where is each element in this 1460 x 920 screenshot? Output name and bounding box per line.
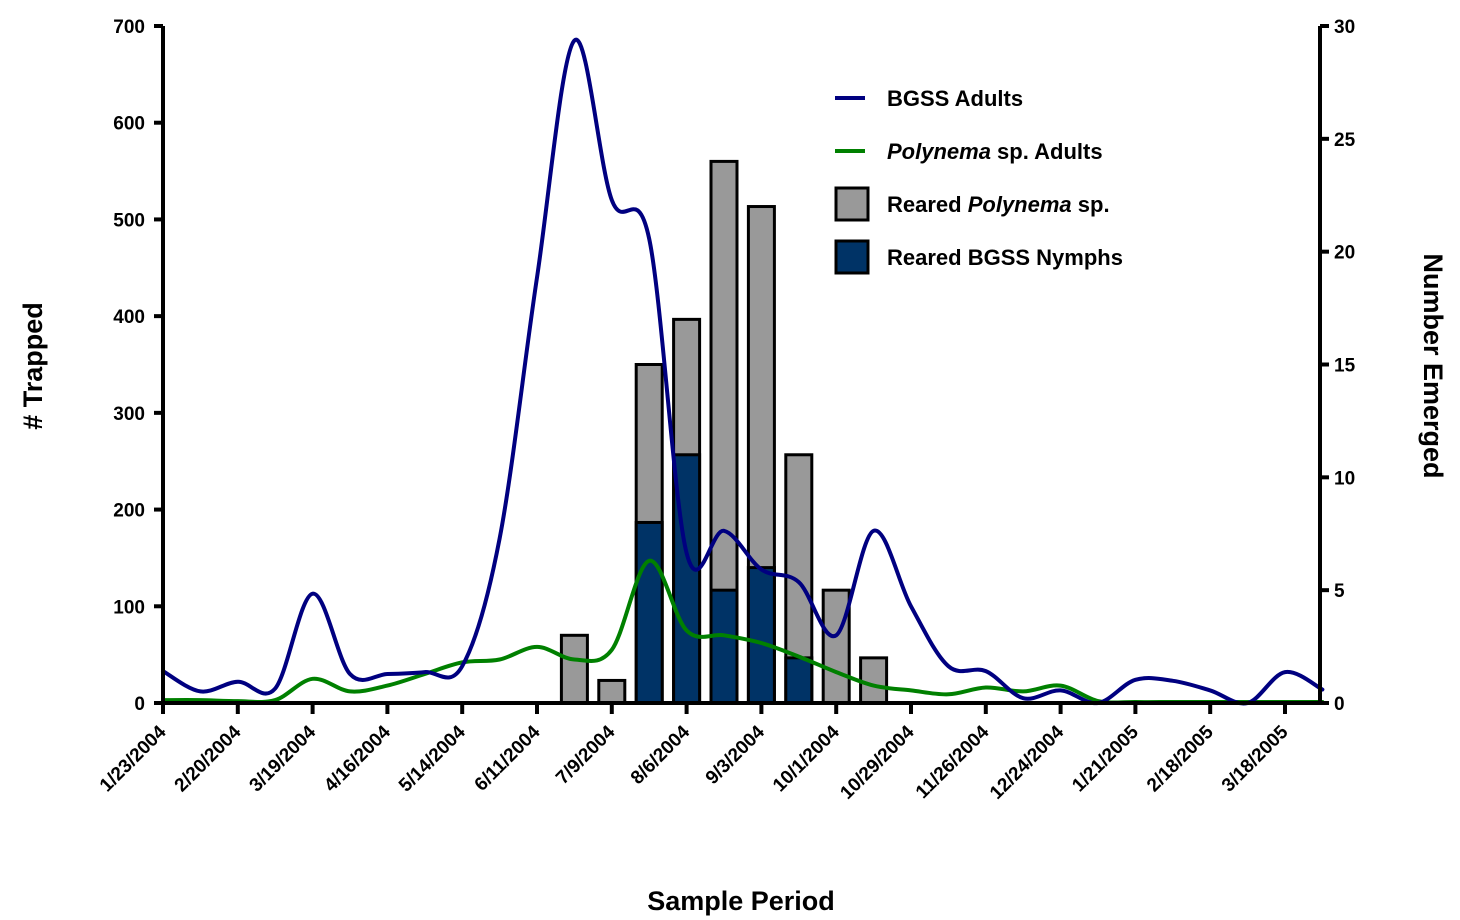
legend-label: Reared BGSS Nymphs xyxy=(887,245,1123,270)
x-tick-label: 6/11/2004 xyxy=(471,721,545,795)
bar-reared-polynema xyxy=(821,588,851,705)
y-left-tick-label: 600 xyxy=(113,114,145,135)
x-tick-label: 3/19/2004 xyxy=(246,721,321,796)
y-right-tick-label: 30 xyxy=(1334,17,1355,38)
x-tick-label: 1/21/2005 xyxy=(1068,721,1143,796)
line-polynema-adults xyxy=(161,558,1325,705)
legend-item: BGSS Adults xyxy=(835,86,1023,111)
y-right-tick-label: 25 xyxy=(1334,130,1356,151)
x-tick-label: 1/23/2004 xyxy=(96,721,171,796)
x-tick-label: 7/9/2004 xyxy=(552,721,619,788)
x-tick-label: 4/16/2004 xyxy=(320,721,395,796)
y-left-tick-label: 400 xyxy=(113,307,145,328)
bar-reared-bgss-nymphs xyxy=(709,588,739,705)
bar-reared-bgss-nymphs xyxy=(746,566,776,705)
legend-box-swatch xyxy=(834,186,870,222)
y-right-tick-label: 20 xyxy=(1334,243,1355,264)
bar-reared-bgss-nymphs xyxy=(784,656,814,705)
y-right-tick-label: 0 xyxy=(1334,694,1345,715)
x-tick-label: 9/3/2004 xyxy=(702,721,769,788)
x-tick-label: 11/26/2004 xyxy=(912,721,994,803)
legend-item: Reared Polynema sp. xyxy=(834,186,1110,222)
legend-item: Reared BGSS Nymphs xyxy=(834,239,1123,275)
x-tick-label: 10/1/2004 xyxy=(769,721,844,796)
x-tick-label: 10/29/2004 xyxy=(836,721,918,803)
x-tick-label: 3/18/2005 xyxy=(1218,721,1293,796)
legend-label: Polynema sp. Adults xyxy=(887,139,1103,164)
x-tick-label: 2/20/2004 xyxy=(171,721,246,796)
legend-box-swatch xyxy=(834,239,870,275)
x-tick-label: 12/24/2004 xyxy=(986,721,1068,803)
y-left-tick-label: 0 xyxy=(134,694,145,715)
legend-label: BGSS Adults xyxy=(887,86,1023,111)
bar-reared-bgss-nymphs xyxy=(634,520,664,705)
x-tick-label: 5/14/2004 xyxy=(395,721,470,796)
x-tick-label: 2/18/2005 xyxy=(1143,721,1218,796)
x-tick-label: 8/6/2004 xyxy=(627,721,694,788)
y-right-tick-label: 5 xyxy=(1334,581,1345,602)
y-left-tick-label: 700 xyxy=(113,17,145,38)
y-right-tick-label: 15 xyxy=(1334,356,1356,377)
legend: BGSS Adults Polynema sp. Adults Reared Pol… xyxy=(834,86,1123,275)
legend-item: Polynema sp. Adults xyxy=(835,139,1103,164)
y-axis-left-title: # Trapped xyxy=(18,302,48,430)
y-right-tick-label: 10 xyxy=(1334,468,1355,489)
y-left-tick-label: 100 xyxy=(113,597,145,618)
x-axis-title: Sample Period xyxy=(647,886,835,916)
bar-reared-polynema xyxy=(859,656,889,705)
y-left-tick-label: 300 xyxy=(113,404,145,425)
line-bgss-adults xyxy=(161,37,1325,706)
bar-reared-polynema xyxy=(597,678,627,705)
line-series-group xyxy=(161,37,1325,706)
bar-reared-polynema xyxy=(559,633,589,705)
y-left-tick-label: 200 xyxy=(113,501,145,522)
y-axis-right-title: Number Emerged xyxy=(1418,253,1448,478)
legend-label: Reared Polynema sp. xyxy=(887,192,1110,217)
axes-group xyxy=(161,26,1322,705)
y-left-tick-label: 500 xyxy=(113,210,145,231)
